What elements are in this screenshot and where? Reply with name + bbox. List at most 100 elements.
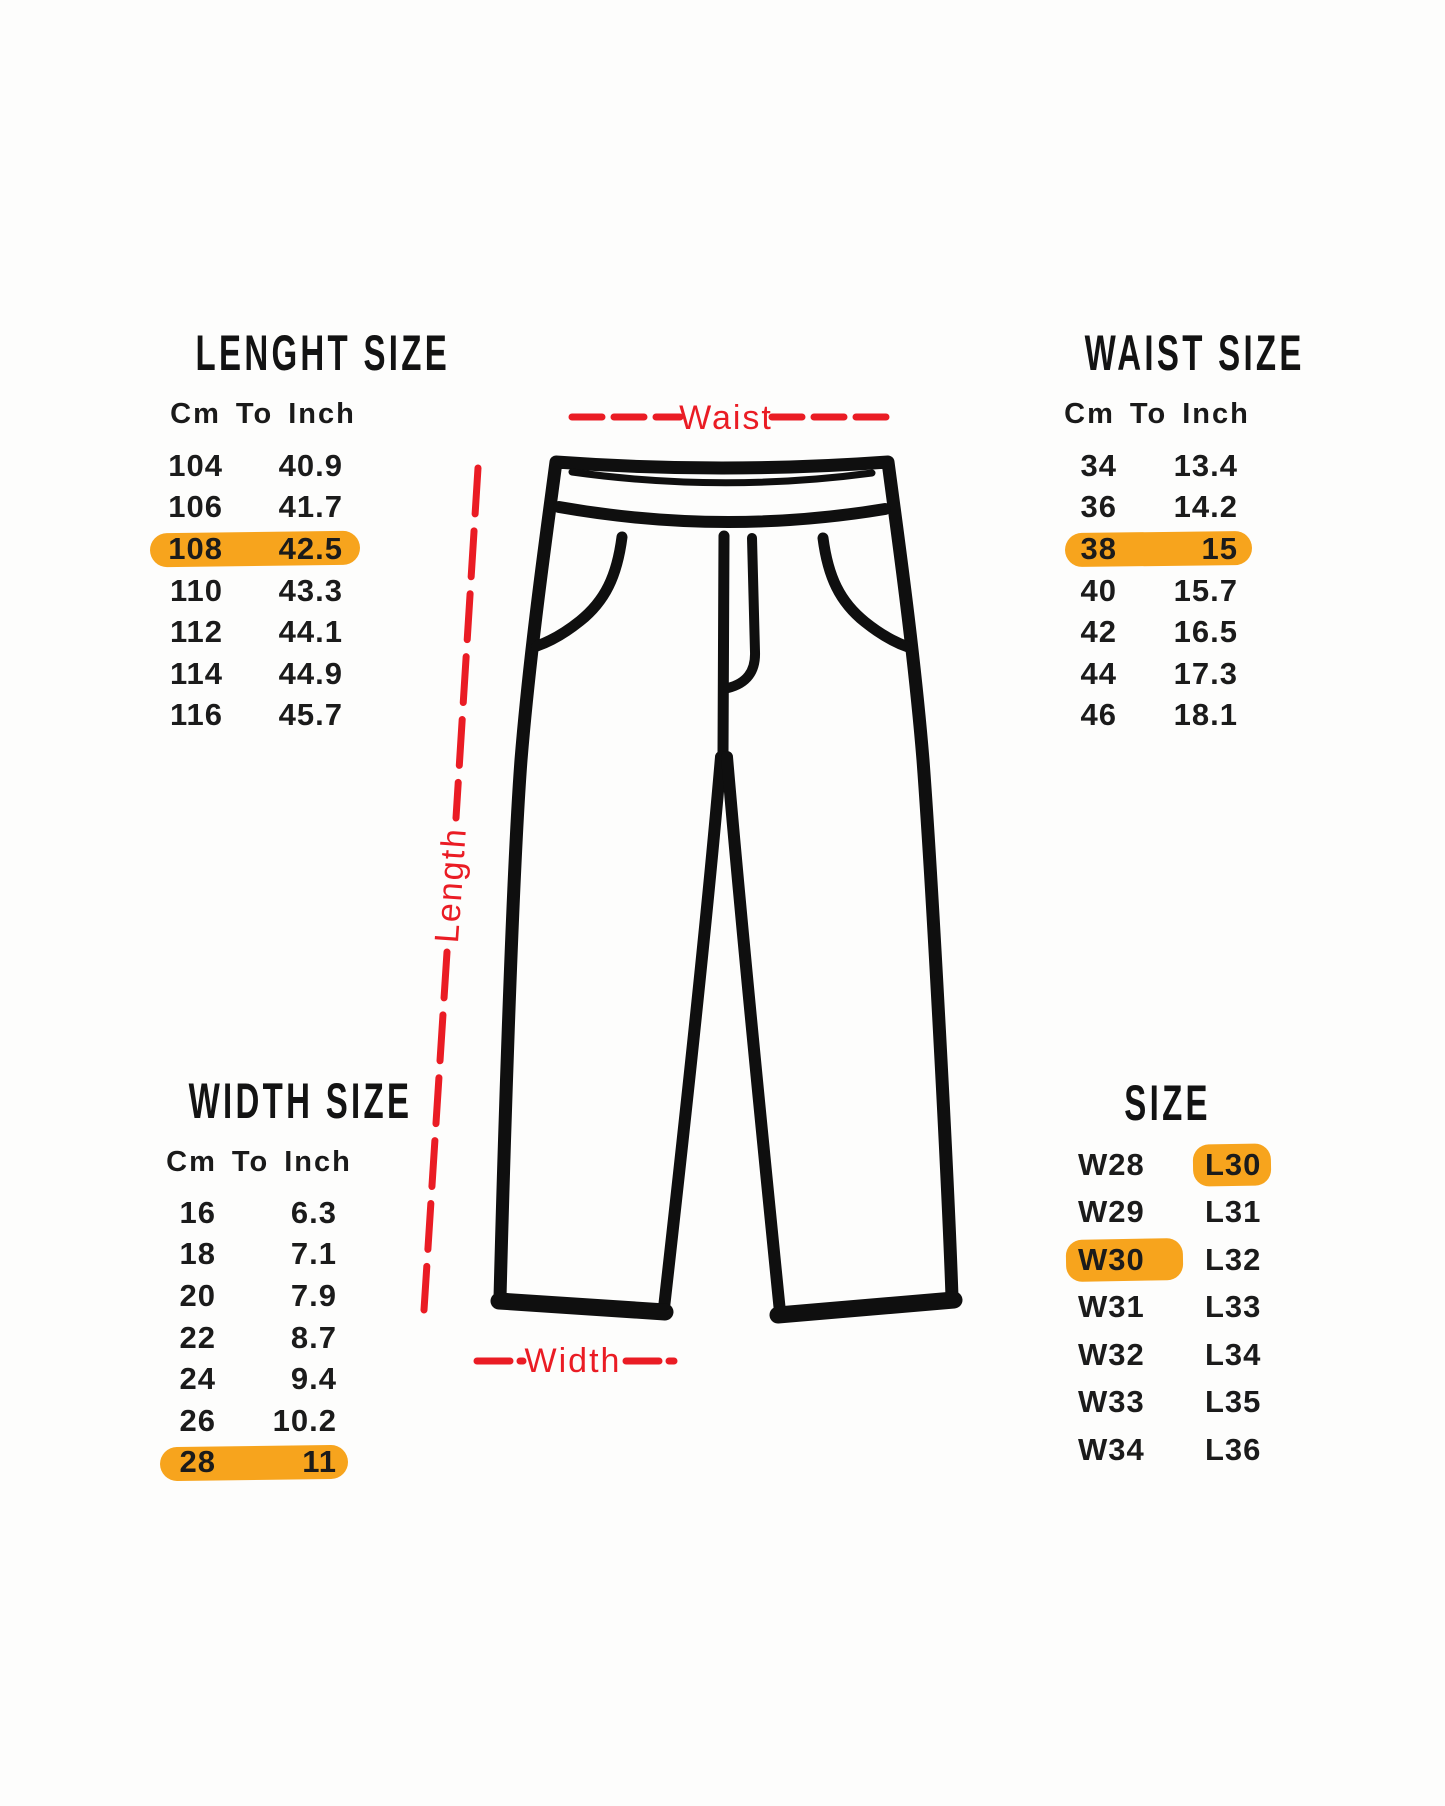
inch-cell: 8.7 xyxy=(290,1319,337,1355)
length-size-title-text: LENGHT SIZE xyxy=(195,325,451,381)
inch-cell: 45.7 xyxy=(278,697,343,733)
inch-cell: 9.4 xyxy=(290,1361,337,1397)
cm-cell: 116 xyxy=(169,697,223,733)
l-size-cell-highlighted: L30 xyxy=(1205,1146,1262,1182)
table-row: W32 L34 xyxy=(1078,1331,1278,1379)
table-row: W33 L35 xyxy=(1078,1379,1278,1427)
table-row: W28 L30 xyxy=(1078,1141,1278,1189)
size-title: SIZE xyxy=(1038,1078,1298,1128)
cm-cell: 44 xyxy=(1080,655,1117,691)
cm-cell: 112 xyxy=(169,614,223,650)
inch-cell: 13.4 xyxy=(1173,447,1238,483)
w-size-cell: W32 xyxy=(1078,1336,1145,1372)
inch-cell: 41.7 xyxy=(278,489,343,525)
w-size-cell: W33 xyxy=(1078,1384,1145,1420)
cm-cell: 104 xyxy=(168,447,223,483)
cm-cell: 114 xyxy=(169,655,223,691)
l-size-cell: L34 xyxy=(1205,1336,1262,1372)
inch-cell: 7.1 xyxy=(290,1236,337,1272)
cm-cell: 34 xyxy=(1080,447,1117,483)
table-row: 104 40.9 xyxy=(128,445,343,487)
waist-table: 34 13.4 36 14.2 38 15 40 15.7 42 16.5 44 17.3 … xyxy=(1040,445,1238,736)
length-measure-line xyxy=(420,948,451,1314)
length-table: 104 40.9 106 41.7 108 42.5 110 43.3 112 44.1 … xyxy=(128,445,343,736)
table-row: 106 41.7 xyxy=(128,487,343,529)
table-row: 46 18.1 xyxy=(1040,695,1238,737)
length-size-title: LENGHT SIZE xyxy=(130,328,447,378)
table-row: W30 L32 xyxy=(1078,1236,1278,1284)
width-size-title-text: WIDTH SIZE xyxy=(188,1073,413,1129)
cm-cell: 42 xyxy=(1080,614,1117,650)
l-size-cell: L33 xyxy=(1205,1289,1262,1325)
table-row: 24 9.4 xyxy=(130,1358,337,1400)
cm-cell: 22 xyxy=(179,1319,216,1355)
l-size-cell: L36 xyxy=(1205,1431,1262,1467)
table-row: W31 L33 xyxy=(1078,1284,1278,1332)
w-size-cell: W34 xyxy=(1078,1431,1145,1467)
size-title-text: SIZE xyxy=(1124,1075,1212,1131)
waist-annotation-label: Waist xyxy=(679,399,773,437)
table-row: 42 16.5 xyxy=(1040,611,1238,653)
w-size-cell: W28 xyxy=(1078,1146,1145,1182)
inch-cell: 16.5 xyxy=(1173,614,1238,650)
table-row: 18 7.1 xyxy=(130,1234,337,1276)
inch-cell: 15 xyxy=(1201,530,1238,566)
cm-cell: 110 xyxy=(169,572,223,608)
inch-cell: 43.3 xyxy=(278,572,343,608)
width-annotation-label: Width xyxy=(524,1342,622,1380)
inch-cell: 18.1 xyxy=(1173,697,1238,733)
inch-cell: 44.1 xyxy=(278,614,343,650)
inch-cell: 17.3 xyxy=(1173,655,1238,691)
cm-cell: 20 xyxy=(179,1277,216,1313)
inch-cell: 40.9 xyxy=(278,447,343,483)
length-table-header: Cm To Inch xyxy=(170,398,356,430)
waist-table-header: Cm To Inch xyxy=(1064,398,1250,430)
length-measure-line xyxy=(452,464,482,822)
table-row: 22 8.7 xyxy=(130,1317,337,1359)
width-size-title: WIDTH SIZE xyxy=(131,1076,409,1126)
cm-cell: 16 xyxy=(179,1194,216,1230)
inch-cell: 14.2 xyxy=(1173,489,1238,525)
cm-cell: 106 xyxy=(168,489,223,525)
table-row: 112 44.1 xyxy=(128,611,343,653)
w-size-cell: W31 xyxy=(1078,1289,1145,1325)
size-table: W28 L30 W29 L31 W30 L32 W31 L33 W32 L34 W33 L3… xyxy=(1078,1141,1278,1474)
table-row-highlighted: 38 15 xyxy=(1040,528,1238,570)
measurement-lines xyxy=(420,413,895,1365)
l-size-cell: L31 xyxy=(1205,1194,1262,1230)
table-row-highlighted: 28 11 xyxy=(130,1442,337,1484)
w-size-cell-highlighted: W30 xyxy=(1078,1242,1173,1278)
width-table: 16 6.3 18 7.1 20 7.9 22 8.7 24 9.4 26 10.2 28 1… xyxy=(130,1192,337,1483)
cm-cell: 108 xyxy=(168,530,223,566)
inch-cell: 15.7 xyxy=(1173,572,1238,608)
waist-size-title-text: WAIST SIZE xyxy=(1084,325,1305,381)
inch-cell: 10.2 xyxy=(272,1402,337,1438)
table-row: W34 L36 xyxy=(1078,1426,1278,1474)
table-row: 116 45.7 xyxy=(128,695,343,737)
table-row: 36 14.2 xyxy=(1040,487,1238,529)
table-row: 40 15.7 xyxy=(1040,570,1238,612)
inch-cell: 6.3 xyxy=(290,1194,337,1230)
l-size-cell: L32 xyxy=(1205,1241,1262,1277)
cm-cell: 28 xyxy=(179,1444,216,1480)
table-row: 44 17.3 xyxy=(1040,653,1238,695)
table-row: 26 10.2 xyxy=(130,1400,337,1442)
table-row: 110 43.3 xyxy=(128,570,343,612)
table-row: 34 13.4 xyxy=(1040,445,1238,487)
inch-cell: 11 xyxy=(302,1444,337,1480)
cm-cell: 36 xyxy=(1080,489,1117,525)
waist-size-title: WAIST SIZE xyxy=(1028,328,1302,378)
cm-cell: 46 xyxy=(1080,697,1117,733)
trousers-outline-icon xyxy=(490,455,963,1324)
cm-cell: 26 xyxy=(179,1402,216,1438)
table-row: 20 7.9 xyxy=(130,1275,337,1317)
inch-cell: 42.5 xyxy=(278,530,343,566)
inch-cell: 44.9 xyxy=(278,655,343,691)
table-row: 16 6.3 xyxy=(130,1192,337,1234)
width-table-header: Cm To Inch xyxy=(166,1146,352,1178)
w-size-cell: W29 xyxy=(1078,1194,1145,1230)
cm-cell: 38 xyxy=(1080,530,1117,566)
table-row-highlighted: 108 42.5 xyxy=(128,528,343,570)
cm-cell: 18 xyxy=(179,1236,216,1272)
